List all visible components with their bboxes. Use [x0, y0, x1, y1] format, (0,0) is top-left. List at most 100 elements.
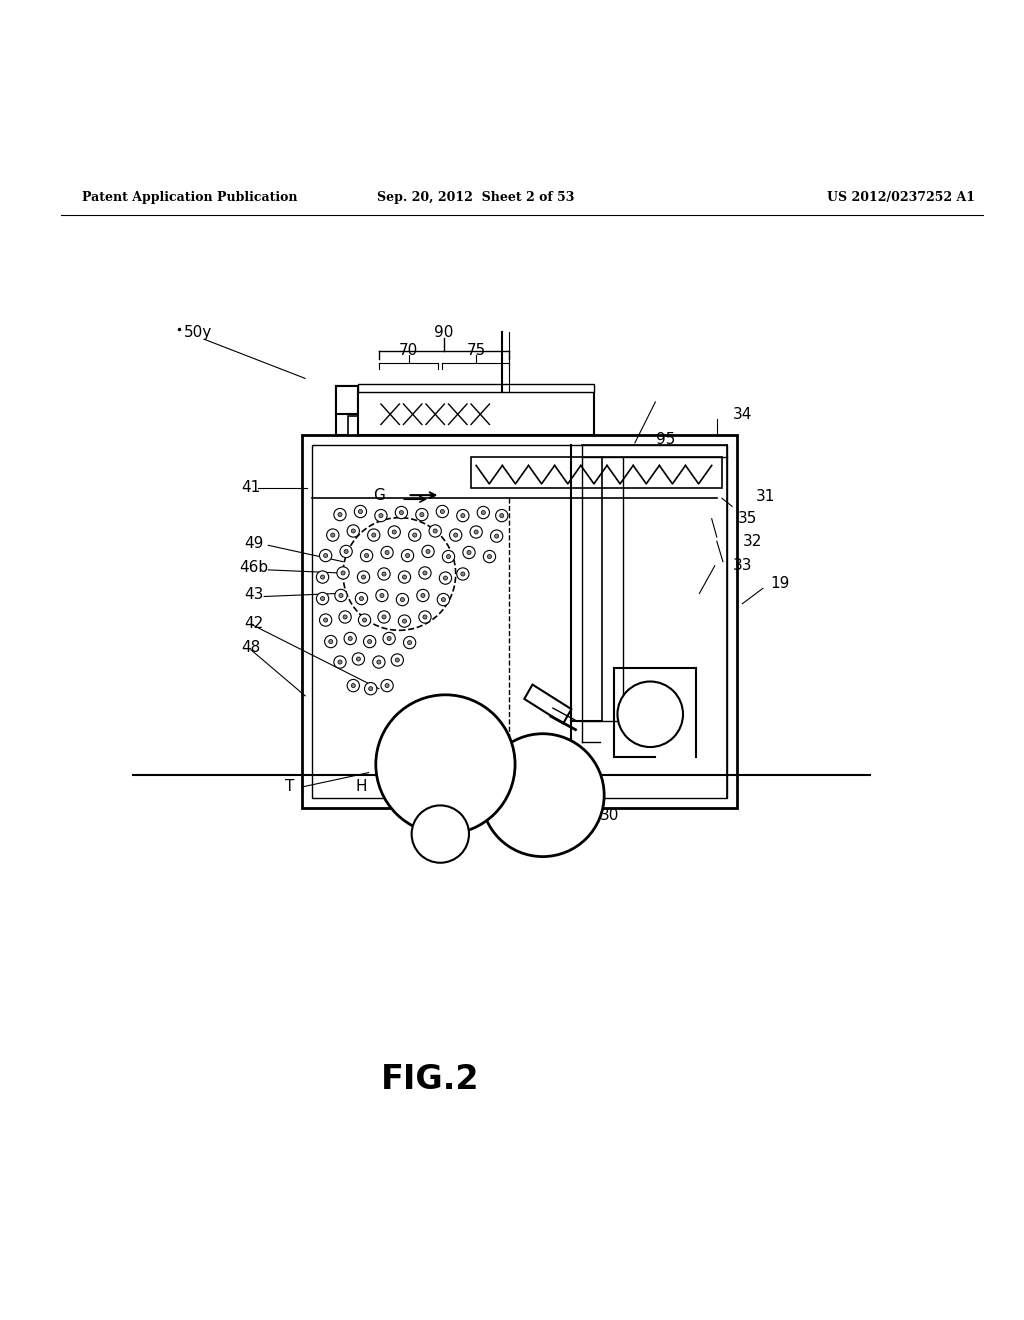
Text: 46b: 46b: [240, 560, 268, 576]
Polygon shape: [524, 685, 571, 723]
Circle shape: [351, 684, 355, 688]
Circle shape: [440, 510, 444, 513]
Circle shape: [324, 553, 328, 557]
Circle shape: [385, 550, 389, 554]
Circle shape: [321, 597, 325, 601]
Circle shape: [382, 615, 386, 619]
Circle shape: [324, 618, 328, 622]
Circle shape: [398, 572, 411, 583]
Circle shape: [463, 546, 475, 558]
Circle shape: [617, 681, 683, 747]
Bar: [358, 384, 594, 392]
Circle shape: [369, 686, 373, 690]
Text: 18: 18: [406, 808, 424, 824]
Circle shape: [358, 510, 362, 513]
Circle shape: [441, 598, 445, 602]
Circle shape: [319, 614, 332, 626]
Text: G: G: [373, 487, 385, 503]
Circle shape: [495, 535, 499, 539]
Circle shape: [375, 510, 387, 521]
Circle shape: [365, 553, 369, 557]
Text: 32: 32: [743, 533, 762, 549]
Circle shape: [338, 660, 342, 664]
Circle shape: [402, 576, 407, 579]
Circle shape: [446, 554, 451, 558]
Circle shape: [442, 550, 455, 562]
Circle shape: [400, 598, 404, 602]
Circle shape: [377, 660, 381, 664]
Circle shape: [396, 594, 409, 606]
Circle shape: [316, 593, 329, 605]
Circle shape: [379, 513, 383, 517]
Circle shape: [401, 549, 414, 562]
Text: Patent Application Publication: Patent Application Publication: [82, 190, 297, 203]
Text: US 2012/0237252 A1: US 2012/0237252 A1: [827, 190, 975, 203]
Circle shape: [381, 546, 393, 558]
Circle shape: [347, 680, 359, 692]
Circle shape: [474, 529, 478, 535]
Circle shape: [436, 506, 449, 517]
Circle shape: [423, 572, 427, 576]
Circle shape: [340, 545, 352, 557]
Text: 75: 75: [467, 343, 485, 358]
Circle shape: [395, 657, 399, 663]
Circle shape: [341, 572, 345, 576]
Circle shape: [358, 614, 371, 626]
Circle shape: [402, 619, 407, 623]
Circle shape: [392, 529, 396, 535]
Circle shape: [483, 550, 496, 562]
Bar: [336, 385, 382, 434]
Circle shape: [383, 632, 395, 644]
Text: 95: 95: [656, 433, 675, 447]
Circle shape: [416, 508, 428, 520]
Bar: [348, 416, 364, 434]
Circle shape: [364, 635, 376, 648]
Circle shape: [439, 572, 452, 585]
Text: 90: 90: [434, 325, 453, 339]
Text: 33: 33: [732, 558, 753, 573]
Circle shape: [368, 529, 380, 541]
Circle shape: [419, 566, 431, 579]
Circle shape: [467, 550, 471, 554]
Circle shape: [362, 618, 367, 622]
Circle shape: [412, 805, 469, 863]
Circle shape: [450, 529, 462, 541]
Bar: [471, 457, 722, 488]
Circle shape: [378, 568, 390, 579]
Text: 48: 48: [242, 640, 260, 655]
Text: 49: 49: [245, 536, 263, 550]
Text: 34: 34: [733, 407, 752, 422]
Circle shape: [423, 615, 427, 619]
Circle shape: [376, 589, 388, 602]
Circle shape: [388, 525, 400, 539]
Circle shape: [361, 576, 366, 579]
Bar: [358, 392, 594, 434]
Circle shape: [329, 639, 333, 644]
Text: 35: 35: [738, 511, 757, 527]
Circle shape: [422, 545, 434, 557]
Circle shape: [382, 572, 386, 576]
Circle shape: [351, 529, 355, 533]
Circle shape: [380, 594, 384, 598]
Circle shape: [316, 572, 329, 583]
Circle shape: [454, 533, 458, 537]
Circle shape: [343, 517, 456, 631]
Text: 31: 31: [757, 488, 775, 504]
Circle shape: [426, 549, 430, 553]
Bar: [312, 445, 727, 799]
Circle shape: [421, 594, 425, 598]
Circle shape: [327, 529, 339, 541]
Circle shape: [457, 568, 469, 579]
Text: H: H: [355, 780, 368, 795]
Circle shape: [354, 506, 367, 517]
Circle shape: [335, 589, 347, 602]
Bar: [336, 385, 358, 414]
Circle shape: [321, 576, 325, 579]
Circle shape: [413, 533, 417, 537]
Circle shape: [437, 594, 450, 606]
Circle shape: [373, 656, 385, 668]
Circle shape: [348, 636, 352, 640]
Circle shape: [429, 525, 441, 537]
Bar: [302, 434, 737, 808]
Circle shape: [487, 554, 492, 558]
